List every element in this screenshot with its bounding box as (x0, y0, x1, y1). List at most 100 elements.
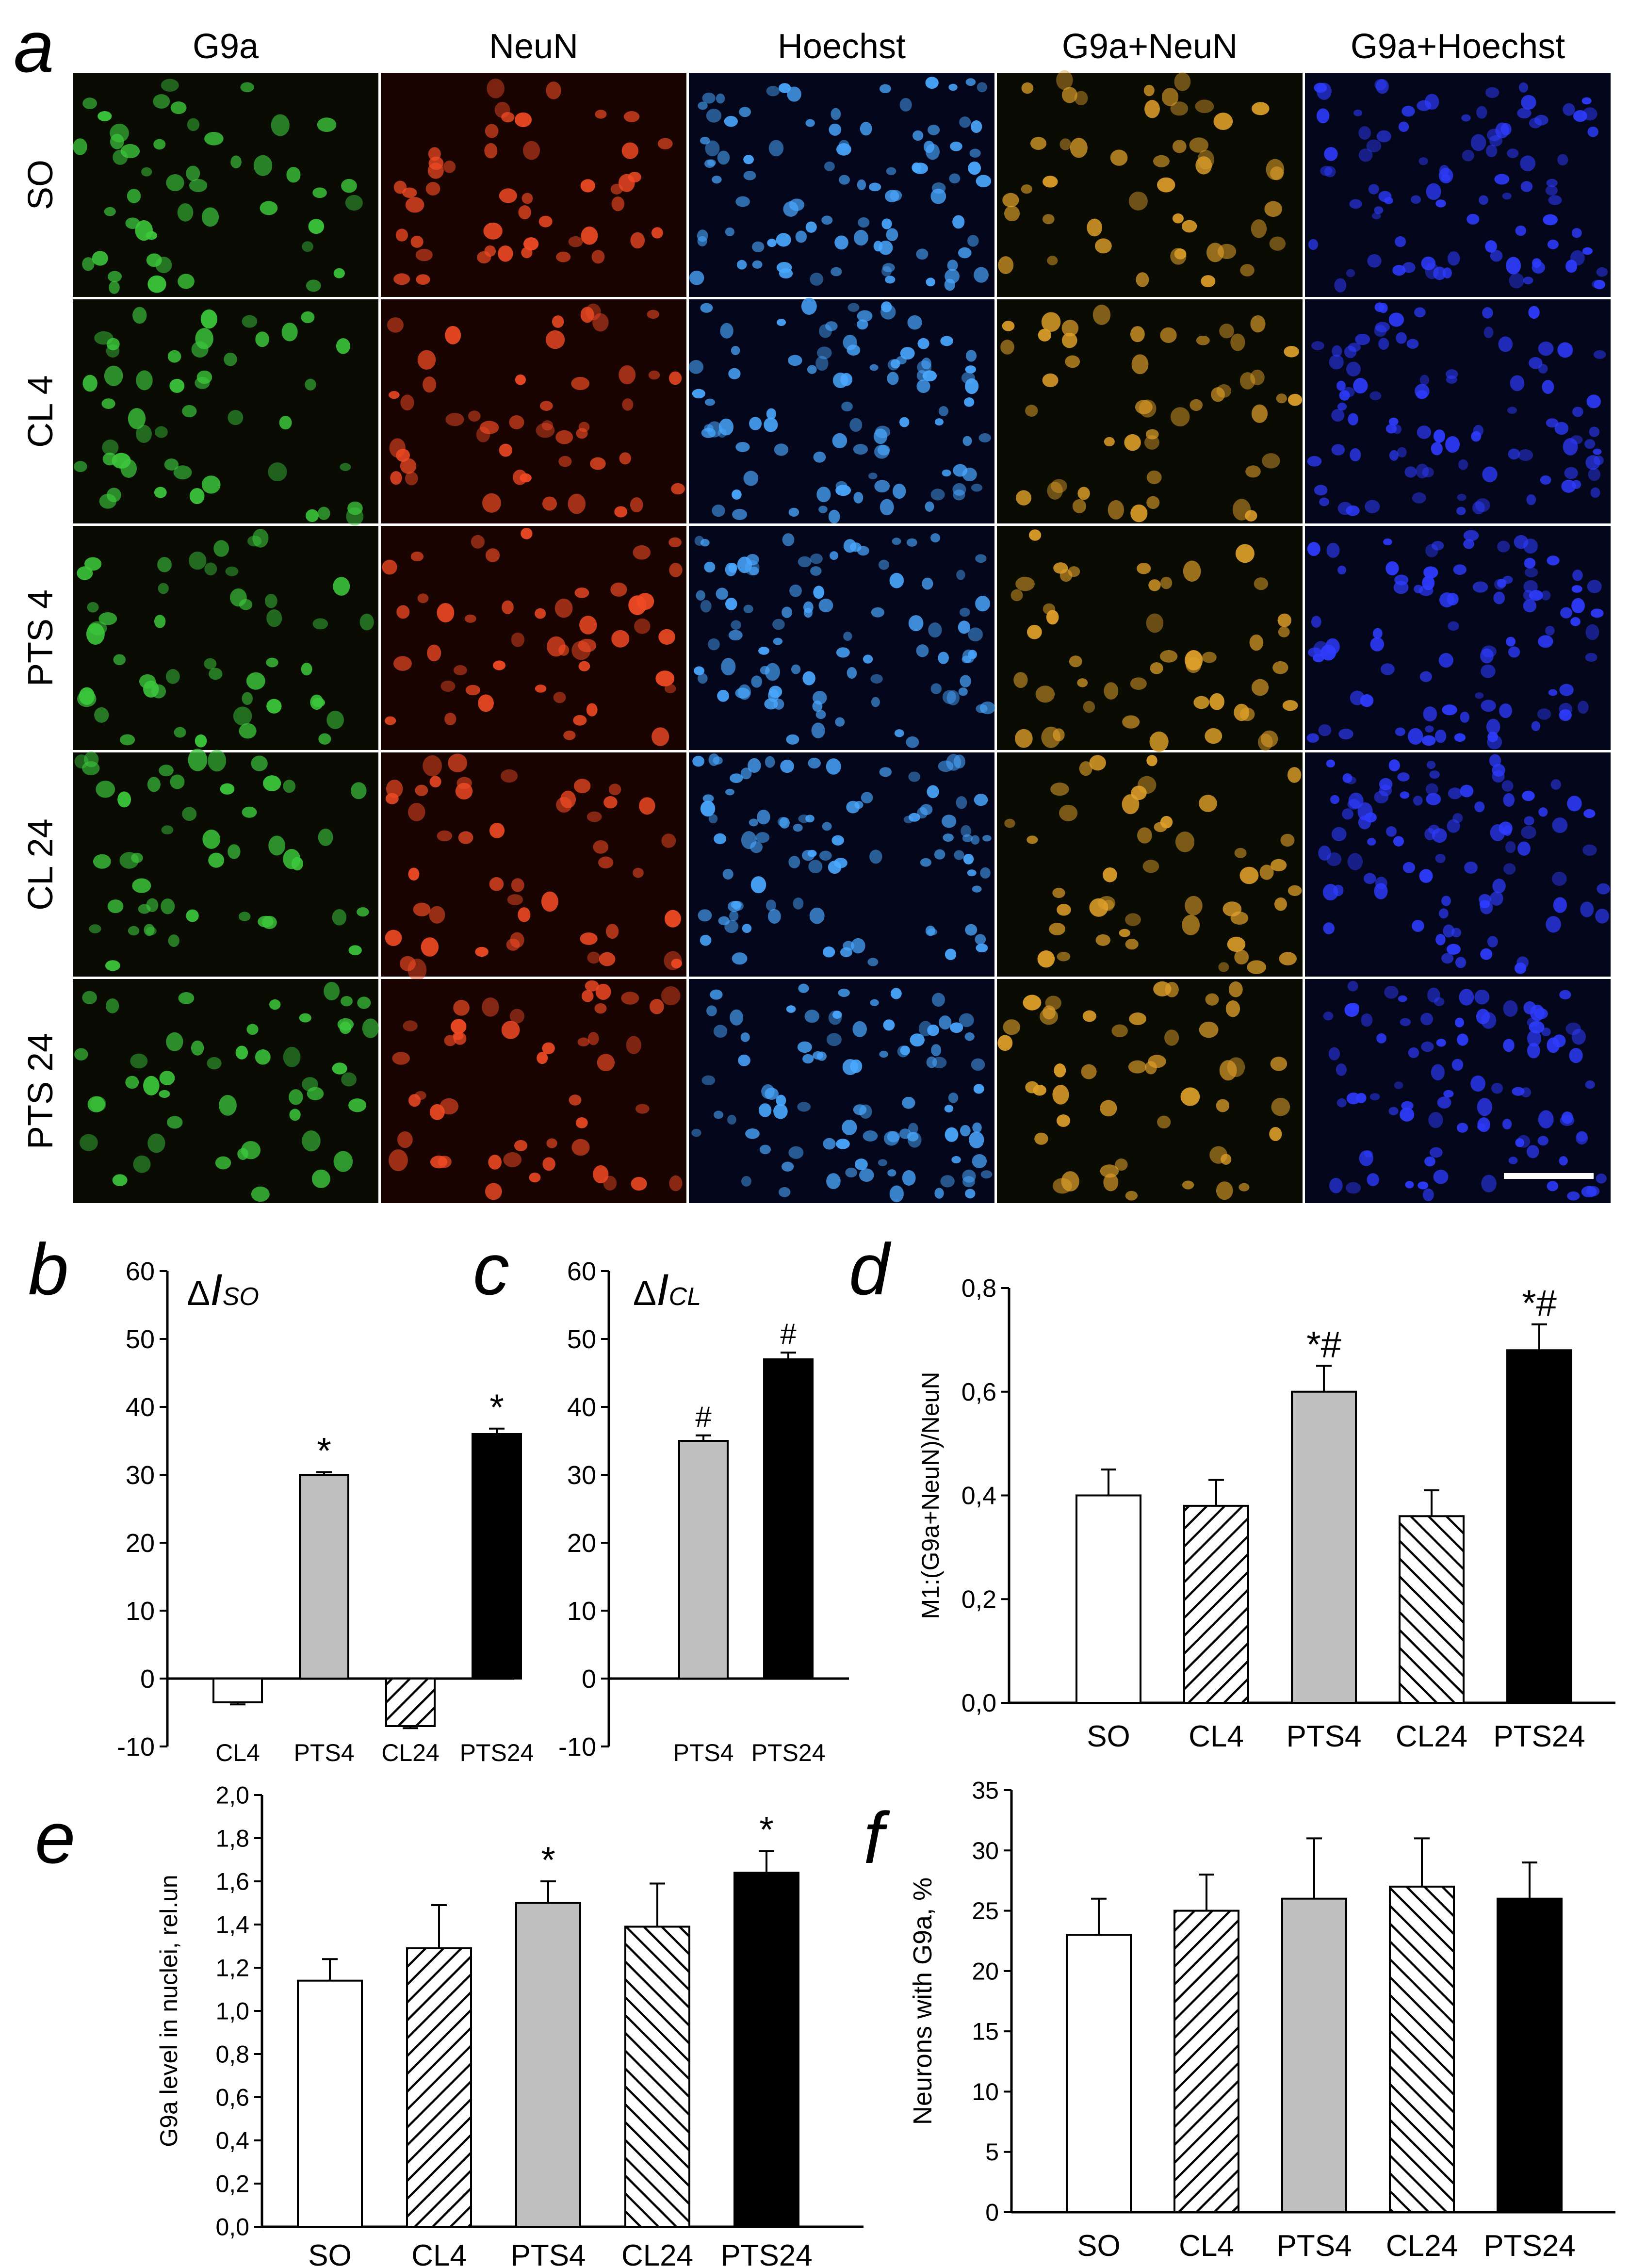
nucleus (546, 1138, 557, 1148)
nucleus (1459, 989, 1474, 1006)
nucleus (697, 236, 707, 246)
nucleus (1358, 815, 1371, 830)
nucleus (1154, 822, 1167, 832)
nucleus (939, 1015, 952, 1030)
nucleus (1482, 466, 1498, 482)
nucleus (1507, 407, 1517, 414)
nucleus (501, 769, 518, 783)
nucleus (1282, 700, 1298, 711)
nucleus (962, 834, 973, 842)
nucleus (810, 273, 824, 286)
nucleus (1576, 1131, 1587, 1142)
nucleus (200, 309, 218, 329)
nucleus (1195, 156, 1212, 175)
nucleus (77, 690, 97, 707)
nucleus (1416, 463, 1429, 479)
nucleus (173, 465, 192, 480)
nucleus (396, 448, 410, 462)
nucleus (215, 1156, 231, 1170)
nucleus (688, 360, 704, 374)
nucleus (730, 773, 743, 783)
nucleus (568, 493, 586, 514)
nucleus (1436, 1039, 1446, 1047)
nucleus (586, 303, 601, 321)
nucleus (112, 453, 131, 469)
y-tick-label: 50 (126, 1325, 155, 1354)
nucleus (1358, 148, 1373, 162)
nucleus (1475, 498, 1490, 512)
nucleus (1082, 1010, 1096, 1022)
nucleus (945, 1127, 959, 1142)
nucleus (389, 1149, 408, 1172)
nucleus (1103, 1173, 1119, 1191)
nucleus (1039, 1008, 1059, 1025)
nucleus (926, 277, 935, 287)
nucleus (1483, 326, 1494, 338)
nucleus (255, 331, 270, 347)
nucleus (1506, 636, 1516, 647)
nucleus (252, 528, 269, 548)
nucleus (1367, 1173, 1379, 1186)
nucleus (828, 509, 840, 524)
nucleus (522, 141, 540, 160)
nucleus (1593, 448, 1602, 455)
nucleus (704, 424, 714, 432)
nucleus (1025, 1081, 1039, 1093)
nucleus (382, 559, 397, 575)
nucleus (580, 932, 598, 945)
nucleus (1542, 380, 1554, 394)
y-tick-label: 50 (567, 1325, 596, 1354)
x-tick-label: CL4 (1179, 2229, 1234, 2263)
nucleus (1402, 262, 1416, 273)
nucleus (852, 1021, 867, 1037)
nucleus (400, 458, 417, 474)
nucleus (700, 136, 710, 145)
y-axis-label: M1:(G9a+NeuN)/NeuN (917, 1372, 944, 1619)
nucleus (1550, 779, 1561, 790)
nucleus (869, 849, 882, 864)
nucleus (661, 986, 681, 1006)
nucleus (1560, 1114, 1575, 1126)
nucleus (558, 456, 572, 467)
nucleus (1181, 220, 1197, 233)
micrograph-tile (997, 752, 1303, 977)
nucleus (1284, 345, 1299, 358)
nucleus (1397, 447, 1407, 457)
nucleus (694, 536, 704, 546)
nucleus (623, 111, 640, 122)
nucleus (1206, 243, 1224, 262)
x-tick-label: CL24 (1386, 2229, 1458, 2263)
nucleus (944, 1105, 954, 1113)
nucleus (1395, 236, 1406, 247)
nucleus (271, 114, 290, 136)
nucleus (1054, 1063, 1066, 1077)
nucleus (587, 1032, 599, 1045)
y-tick-label: 10 (972, 2078, 999, 2105)
nucleus (92, 251, 108, 266)
nucleus (74, 1048, 88, 1061)
nucleus (306, 279, 321, 292)
nucleus (810, 566, 822, 576)
nucleus (871, 607, 885, 618)
nucleus (1270, 1057, 1287, 1071)
nucleus (757, 809, 770, 825)
nucleus (428, 156, 444, 170)
nucleus (1503, 863, 1516, 875)
nucleus (139, 674, 156, 689)
y-tick-label: 30 (972, 1837, 999, 1864)
nucleus (595, 110, 607, 119)
nucleus (479, 421, 499, 434)
nucleus (255, 1049, 271, 1065)
nucleus (1402, 106, 1415, 117)
micrograph-tile (689, 979, 994, 1203)
nucleus (289, 1089, 303, 1105)
y-tick-label: 0,6 (962, 1378, 996, 1406)
nucleus (1349, 199, 1362, 209)
bar (1281, 1897, 1347, 2214)
nucleus (1518, 82, 1528, 93)
nucleus (956, 796, 967, 809)
micrograph-tile (997, 526, 1303, 752)
nucleus (1314, 82, 1327, 93)
nucleus (587, 811, 602, 822)
nucleus (1499, 703, 1512, 718)
